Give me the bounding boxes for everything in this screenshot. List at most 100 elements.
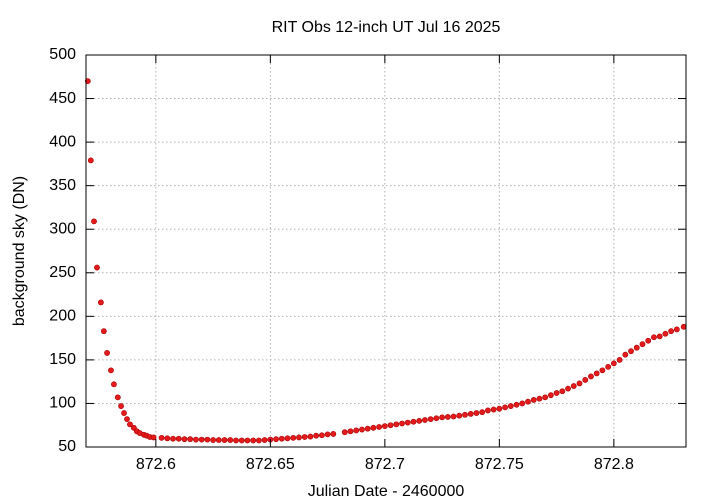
point xyxy=(622,351,629,358)
point xyxy=(175,435,182,442)
x-tick-label: 872.6 xyxy=(136,456,176,473)
point xyxy=(364,425,371,432)
point xyxy=(359,426,365,433)
point xyxy=(84,78,91,85)
x-tick-label: 872.8 xyxy=(594,456,634,473)
point xyxy=(210,437,216,443)
point xyxy=(559,388,566,395)
point xyxy=(150,434,157,441)
point xyxy=(490,406,497,413)
x-tick-label: 872.7 xyxy=(365,456,405,473)
grid xyxy=(86,55,686,447)
point xyxy=(530,397,537,403)
point xyxy=(427,416,434,423)
point xyxy=(502,404,508,411)
point xyxy=(100,328,107,335)
point xyxy=(651,334,657,341)
point xyxy=(668,328,675,335)
point xyxy=(473,410,480,416)
y-tick-label: 50 xyxy=(58,438,76,455)
point xyxy=(610,360,617,367)
point xyxy=(284,435,291,442)
y-tick-label: 100 xyxy=(49,395,76,412)
x-tick-label: 872.65 xyxy=(246,456,295,473)
point xyxy=(450,413,457,420)
point xyxy=(433,415,440,422)
point xyxy=(467,410,474,417)
point xyxy=(593,370,600,377)
point xyxy=(313,432,320,439)
point xyxy=(370,424,377,431)
point xyxy=(244,437,251,444)
point xyxy=(645,337,652,344)
point xyxy=(599,367,606,374)
point xyxy=(444,414,451,420)
point xyxy=(582,377,589,383)
point xyxy=(114,394,121,401)
point xyxy=(301,434,308,440)
point xyxy=(330,431,337,437)
point xyxy=(256,437,262,444)
point xyxy=(158,434,165,441)
point xyxy=(124,416,130,423)
point xyxy=(121,410,127,416)
point xyxy=(479,409,486,416)
point xyxy=(250,437,257,444)
point xyxy=(410,418,417,425)
point xyxy=(496,405,503,412)
x-tick-label: 872.75 xyxy=(475,456,524,473)
point xyxy=(104,350,110,356)
y-tick-label: 150 xyxy=(49,351,76,368)
plot-frame xyxy=(85,54,687,448)
point xyxy=(324,431,331,438)
point xyxy=(233,437,239,444)
points xyxy=(84,78,687,444)
point xyxy=(87,157,94,164)
point xyxy=(542,394,549,401)
point xyxy=(111,381,117,388)
point xyxy=(519,400,526,407)
point xyxy=(387,422,394,429)
point xyxy=(278,435,285,442)
point xyxy=(381,423,388,429)
point xyxy=(513,401,520,408)
point xyxy=(462,411,468,418)
point xyxy=(91,218,97,225)
point xyxy=(307,433,314,440)
point xyxy=(273,436,279,443)
point xyxy=(204,436,211,443)
point xyxy=(296,434,302,441)
point xyxy=(118,403,124,409)
point xyxy=(553,390,560,396)
point xyxy=(347,428,354,435)
point xyxy=(164,435,171,442)
point xyxy=(565,385,571,392)
point xyxy=(525,398,531,405)
chart-title: RIT Obs 12-inch UT Jul 16 2025 xyxy=(272,19,501,36)
point xyxy=(507,403,514,409)
point xyxy=(353,427,360,434)
y-axis-label: background sky (DN) xyxy=(11,176,28,326)
point xyxy=(127,421,133,428)
point xyxy=(570,383,577,389)
point xyxy=(261,437,268,443)
point xyxy=(547,392,554,399)
point xyxy=(393,421,400,428)
point xyxy=(198,436,205,443)
point xyxy=(456,412,463,419)
point xyxy=(422,417,428,423)
point xyxy=(588,373,594,380)
point xyxy=(605,363,612,370)
point xyxy=(215,437,222,443)
point xyxy=(94,264,100,271)
point xyxy=(404,419,411,426)
point xyxy=(221,437,228,443)
y-tick-label: 350 xyxy=(49,177,76,194)
point xyxy=(399,420,405,427)
point xyxy=(673,326,680,333)
point xyxy=(439,414,446,421)
y-tick-label: 300 xyxy=(49,220,76,237)
point xyxy=(318,432,325,439)
point xyxy=(628,348,634,355)
